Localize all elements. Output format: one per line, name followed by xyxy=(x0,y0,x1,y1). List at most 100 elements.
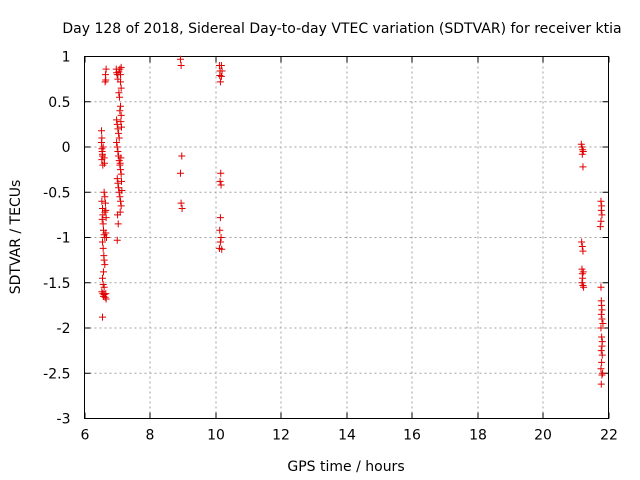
data-point-marker xyxy=(118,186,126,194)
data-point-marker xyxy=(598,315,606,323)
data-point-marker xyxy=(102,206,110,214)
data-point-marker xyxy=(176,55,184,63)
data-point-marker xyxy=(113,138,121,146)
data-point-marker xyxy=(578,243,586,251)
data-point-marker xyxy=(99,205,107,213)
data-point-marker xyxy=(114,125,122,133)
plot-frame xyxy=(84,56,609,419)
data-point-marker xyxy=(118,177,126,185)
data-point-marker xyxy=(597,380,605,388)
data-point-marker xyxy=(100,159,108,167)
data-point-marker xyxy=(117,170,125,178)
data-point-marker xyxy=(113,143,121,151)
data-point-marker xyxy=(599,369,607,377)
x-tick-label: 20 xyxy=(534,428,552,444)
data-point-marker xyxy=(113,116,121,124)
data-point-marker xyxy=(99,268,107,276)
data-point-marker xyxy=(117,166,125,174)
data-point-marker xyxy=(578,238,586,246)
y-tick-label: 0.5 xyxy=(48,95,70,111)
x-tick-label: 14 xyxy=(338,428,356,444)
data-point-marker xyxy=(100,188,108,196)
data-point-marker xyxy=(597,310,605,318)
data-point-marker xyxy=(217,62,225,70)
data-point-marker xyxy=(579,247,587,255)
data-point-marker xyxy=(99,274,107,282)
x-tick-label: 10 xyxy=(207,428,225,444)
y-tick-label: -2 xyxy=(57,321,71,337)
data-point-marker xyxy=(116,159,124,167)
data-point-marker xyxy=(101,208,109,216)
data-point-marker xyxy=(598,371,606,379)
chart-title: Day 128 of 2018, Sidereal Day-to-day VTE… xyxy=(62,21,621,37)
grid-lines xyxy=(84,56,609,419)
data-point-marker xyxy=(113,120,121,128)
data-point-marker xyxy=(177,62,185,70)
data-point-marker xyxy=(117,71,125,79)
data-point-marker xyxy=(98,215,106,223)
data-point-marker xyxy=(117,202,125,210)
data-point-marker xyxy=(99,244,107,252)
data-point-marker xyxy=(598,211,606,219)
data-point-marker xyxy=(114,179,122,187)
data-point-marker xyxy=(102,234,110,241)
data-point-marker xyxy=(597,324,605,332)
data-point-marker xyxy=(178,205,186,213)
y-axis-label: SDTVAR / TECUs xyxy=(8,180,24,295)
data-point-marker xyxy=(115,89,123,97)
data-point-marker xyxy=(101,199,109,207)
data-point-marker xyxy=(597,283,605,291)
data-point-marker xyxy=(217,72,225,80)
data-point-marker xyxy=(102,76,110,84)
data-point-marker xyxy=(117,197,125,205)
data-point-marker xyxy=(176,169,184,177)
data-point-marker xyxy=(116,107,124,115)
data-point-marker xyxy=(579,281,587,289)
data-point-marker xyxy=(99,150,107,158)
data-point-marker xyxy=(117,102,125,110)
data-point-marker xyxy=(115,129,123,137)
x-tick-label: 22 xyxy=(600,428,618,444)
data-point-marker xyxy=(177,199,185,207)
data-point-marker xyxy=(117,154,125,162)
y-tick-label: -1 xyxy=(57,231,71,247)
data-point-marker xyxy=(598,333,606,341)
data-point-marker xyxy=(218,245,226,253)
data-point-marker xyxy=(116,93,124,101)
data-point-marker xyxy=(597,197,605,205)
data-point-marker xyxy=(579,163,587,171)
data-point-marker xyxy=(578,150,586,158)
data-point-marker xyxy=(217,181,225,189)
x-tick-label: 8 xyxy=(146,428,155,444)
data-point-marker xyxy=(599,319,607,327)
data-point-marker xyxy=(579,268,587,276)
x-tick-label: 12 xyxy=(272,428,290,444)
data-point-marker xyxy=(99,143,107,151)
data-point-marker xyxy=(98,127,106,135)
data-point-marker xyxy=(98,197,106,205)
data-point-marker xyxy=(117,84,125,92)
data-point-marker xyxy=(217,169,225,177)
data-point-marker xyxy=(598,306,606,314)
x-tick-label: 6 xyxy=(81,428,90,444)
data-point-marker xyxy=(99,238,107,246)
data-point-marker xyxy=(178,152,186,160)
data-point-marker xyxy=(99,161,107,169)
data-point-marker xyxy=(597,365,605,373)
y-tick-label: 0 xyxy=(62,140,71,156)
data-point-marker xyxy=(113,236,121,244)
y-tick-label: -1.5 xyxy=(43,276,70,292)
data-point-marker xyxy=(216,238,224,246)
data-point-marker xyxy=(580,283,588,291)
data-point-marker xyxy=(596,223,604,231)
x-tick-label: 16 xyxy=(403,428,421,444)
data-point-marker xyxy=(115,134,123,142)
data-point-marker xyxy=(114,148,122,156)
data-point-marker xyxy=(99,220,107,228)
data-point-marker xyxy=(101,261,109,269)
data-point-marker xyxy=(116,193,124,201)
y-tick-label: -3 xyxy=(57,412,71,428)
data-point-marker xyxy=(114,220,122,228)
data-point-marker xyxy=(102,229,110,237)
